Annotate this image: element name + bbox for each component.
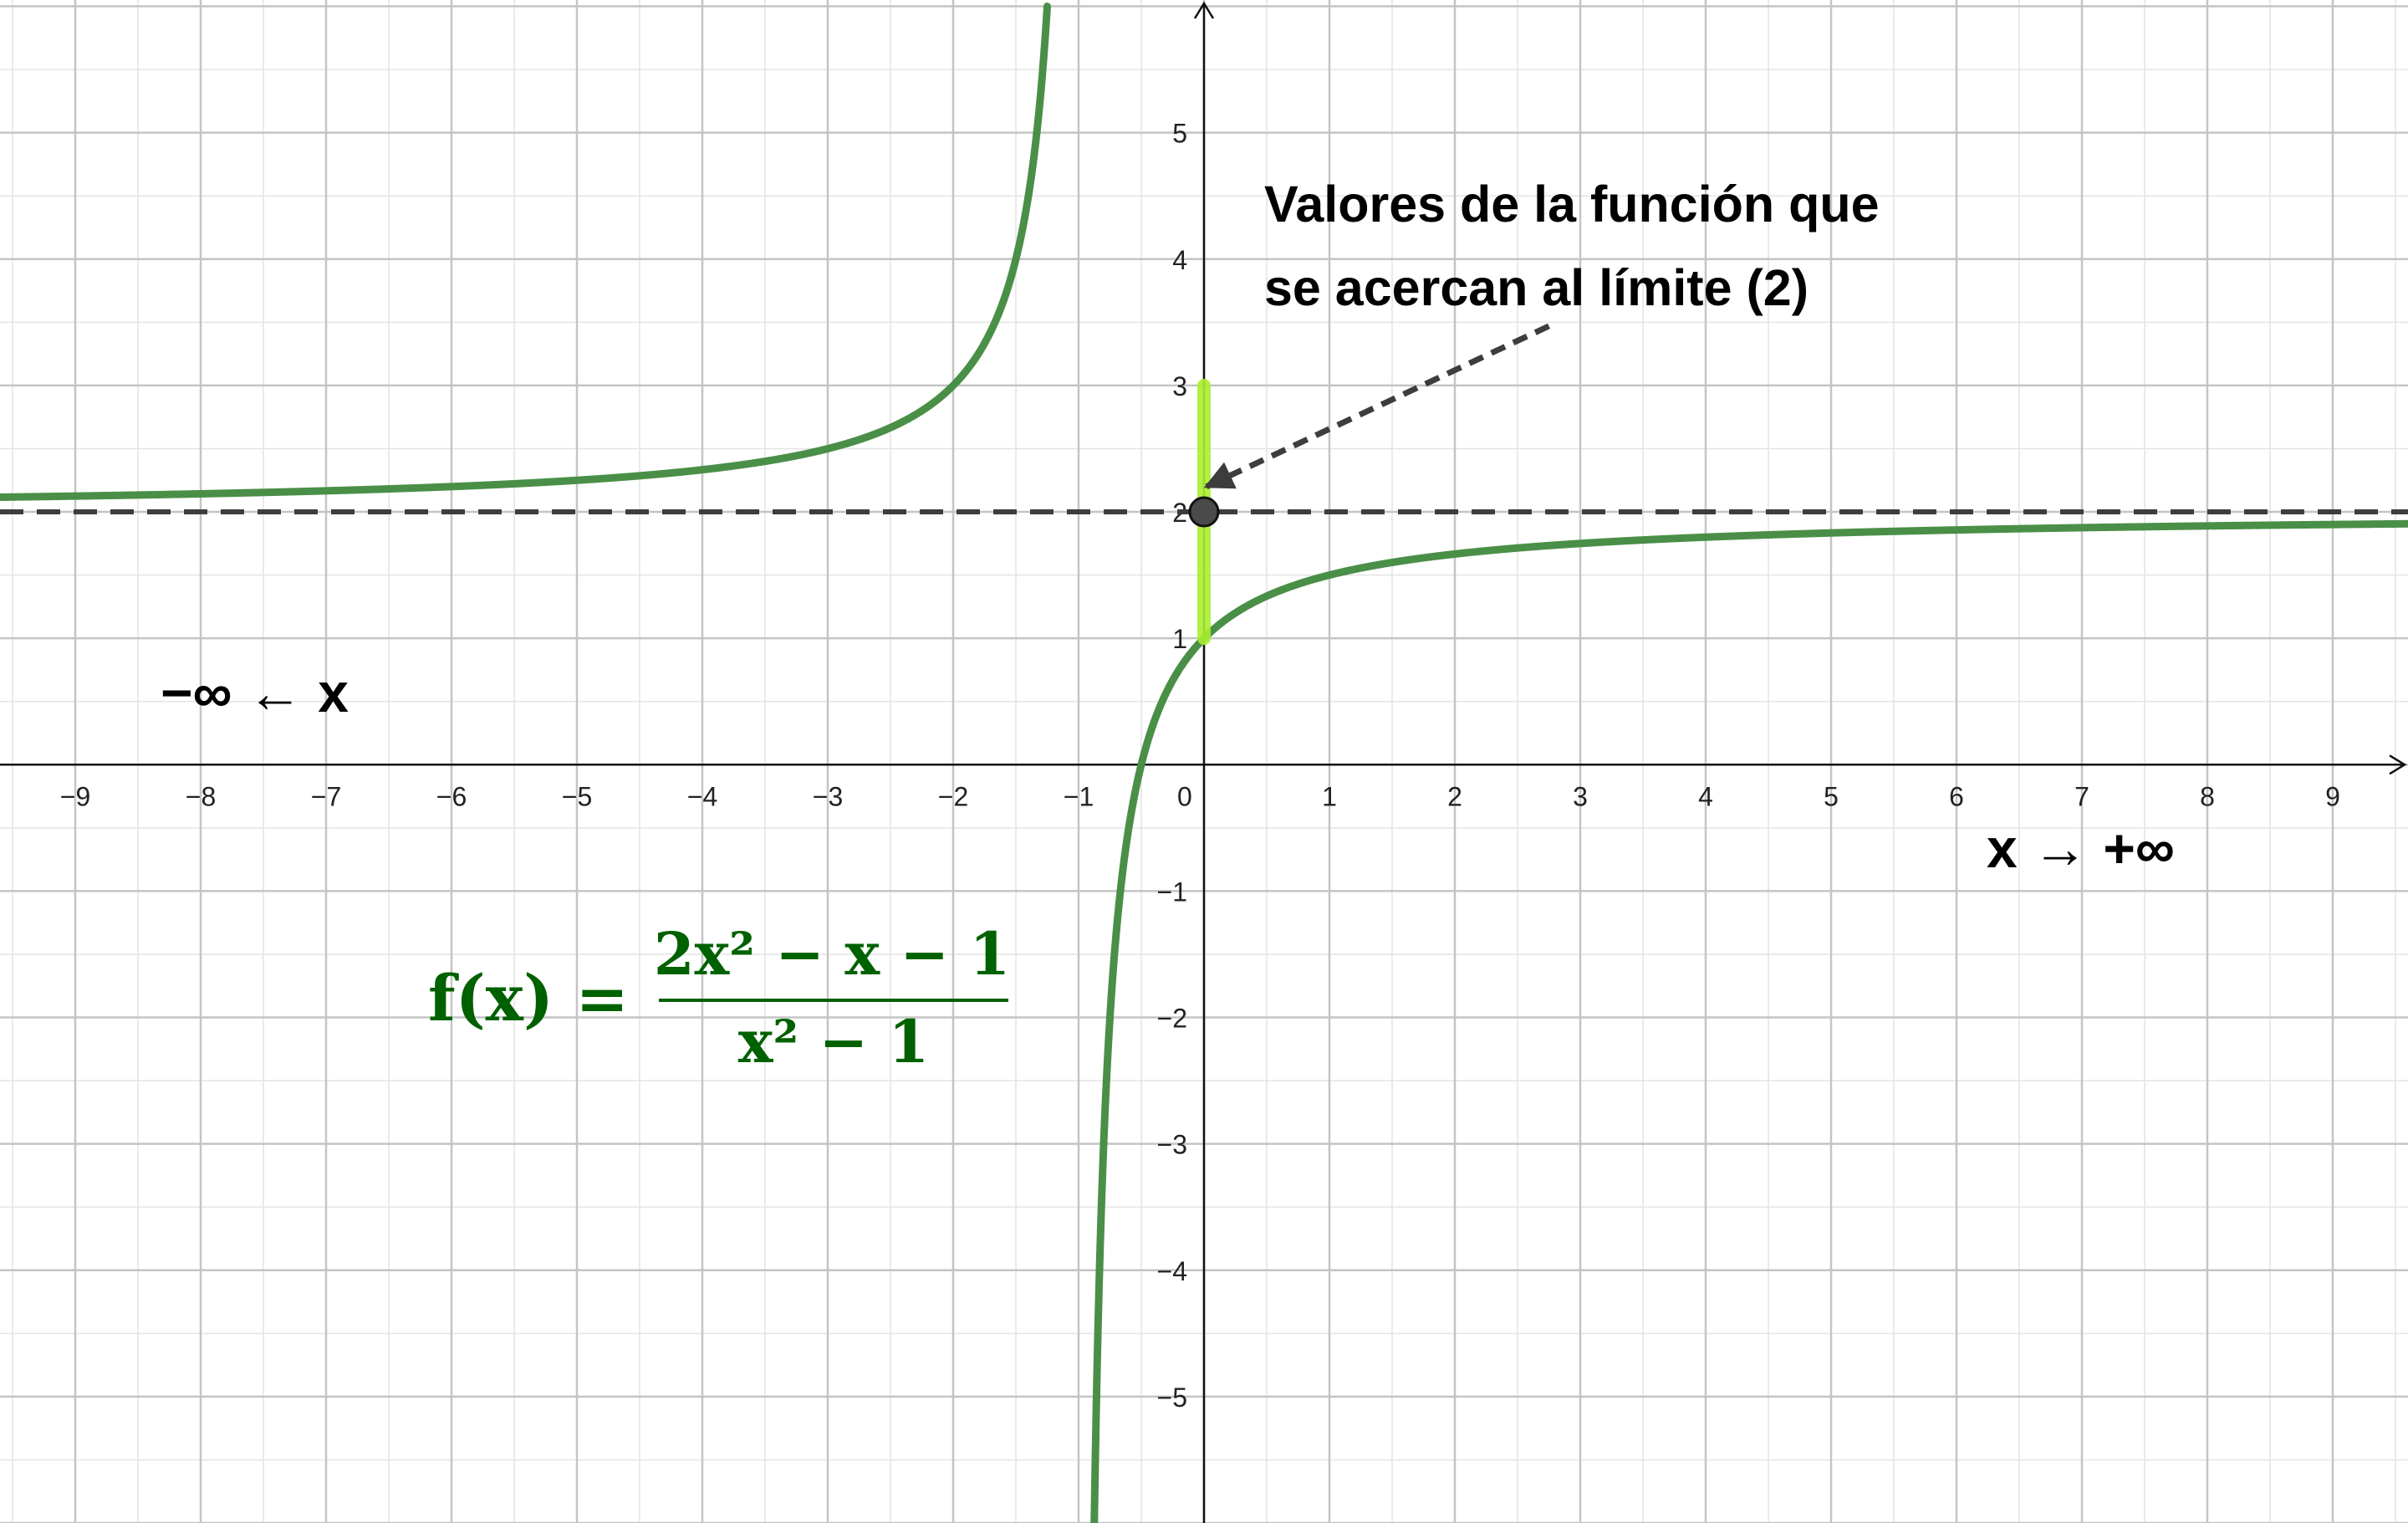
right-limit-label: x → +∞ <box>1987 817 2175 879</box>
x-tick-label: −5 <box>562 781 592 811</box>
function-curve-left-branch <box>0 3 1051 501</box>
limit-point <box>1188 496 1220 528</box>
x-tick-label: 6 <box>1949 781 1964 811</box>
formula-lhs: f(x) = <box>428 961 629 1035</box>
x-tick-label: 3 <box>1573 781 1588 811</box>
left-limit-label: −∞ ← x <box>161 662 349 723</box>
x-tick-label: 5 <box>1824 781 1839 811</box>
x-tick-label: −2 <box>938 781 968 811</box>
y-tick-labels: 54321−1−2−3−4−5 <box>1157 119 1187 1413</box>
y-tick-label: 5 <box>1172 119 1187 149</box>
x-tick-label: 4 <box>1698 781 1713 811</box>
x-tick-label: −6 <box>436 781 467 811</box>
x-tick-label: 8 <box>2200 781 2215 811</box>
annotation-text: Valores de la función que se acercan al … <box>1264 176 1894 316</box>
y-tick-label: 4 <box>1172 245 1187 275</box>
y-tick-label: −1 <box>1157 876 1187 907</box>
annotation-arrow <box>1203 323 1550 489</box>
x-tick-label: −4 <box>687 781 717 811</box>
annotation-line-1: Valores de la función que <box>1264 176 1880 233</box>
x-tick-label: −1 <box>1064 781 1094 811</box>
x-tick-label: −7 <box>311 781 341 811</box>
x-tick-label: 2 <box>1447 781 1462 811</box>
x-tick-labels: −9 −8 −7 −6 −5 −4 −3 −2 −1 0 1 2 3 4 5 6 7 8 9 <box>60 781 2340 811</box>
x-tick-label: 1 <box>1322 781 1337 811</box>
y-axis-arrow <box>1193 1 1215 19</box>
x-tick-label: −9 <box>60 781 90 811</box>
function-curve-right-branch <box>1090 519 2408 1523</box>
formula-numerator: 2x² − x − 1 <box>654 919 1010 989</box>
formula: f(x) = 2x² − x − 1 x² − 1 <box>428 919 1010 1076</box>
y-tick-label: 1 <box>1172 624 1187 654</box>
x-tick-label: 0 <box>1177 781 1192 811</box>
x-tick-label: −8 <box>186 781 216 811</box>
y-tick-label: −3 <box>1157 1130 1187 1160</box>
y-tick-label: 3 <box>1172 371 1187 401</box>
y-tick-label: −4 <box>1157 1256 1187 1286</box>
annotation-line-2: se acercan al límite (2) <box>1264 259 1809 316</box>
y-tick-label: −2 <box>1157 1004 1187 1034</box>
y-tick-label: −5 <box>1157 1382 1187 1413</box>
x-tick-label: −3 <box>813 781 843 811</box>
formula-denominator: x² − 1 <box>738 1007 930 1076</box>
x-tick-label: 9 <box>2325 781 2340 811</box>
x-axis-arrow <box>2389 754 2407 775</box>
x-tick-label: 7 <box>2074 781 2089 811</box>
